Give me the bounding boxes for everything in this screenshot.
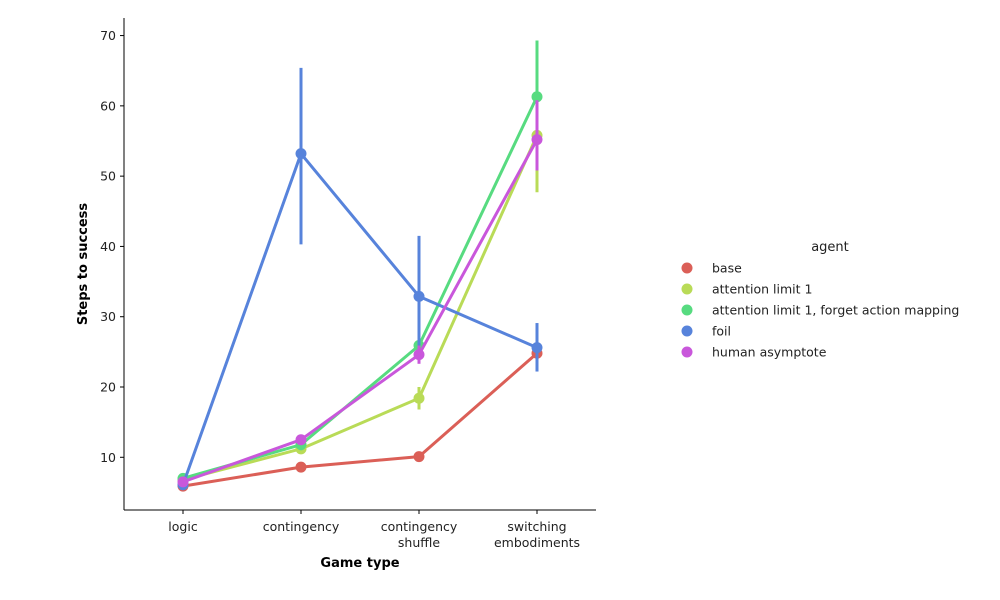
data-point <box>177 476 189 488</box>
y-tick-label: 50 <box>100 169 116 184</box>
x-tick-label: contingency <box>263 519 340 534</box>
series-base <box>177 343 543 492</box>
data-point <box>531 134 543 146</box>
legend-entry-label: attention limit 1, forget action mapping <box>712 303 959 318</box>
y-tick-label: 60 <box>100 98 116 113</box>
y-tick-label: 30 <box>100 309 116 324</box>
legend-entry-label: foil <box>712 324 731 339</box>
axes <box>123 18 596 511</box>
data-point <box>531 91 543 103</box>
series-attention-limit-1 <box>177 88 543 486</box>
data-point <box>295 148 307 160</box>
legend-entry-label: human asymptote <box>712 345 827 360</box>
chart-marks <box>177 40 543 492</box>
series-line <box>182 134 539 482</box>
legend-marker <box>681 346 693 358</box>
x-axis-label: Game type <box>320 556 399 571</box>
legend-title: agent <box>811 240 849 255</box>
y-tick-label: 10 <box>100 450 116 465</box>
y-tick-label: 20 <box>100 380 116 395</box>
legend: agent base attention limit 1 attention lim… <box>681 240 959 360</box>
legend-marker <box>681 325 693 337</box>
tick-group: 10 20 30 40 50 60 70 logic contingency contingenc… <box>100 28 580 550</box>
series-human-asymptote <box>177 100 543 488</box>
legend-marker <box>681 262 693 274</box>
legend-marker <box>681 283 693 295</box>
legend-entry-label: attention limit 1 <box>712 282 812 297</box>
data-point <box>413 349 425 361</box>
series-line <box>181 152 538 486</box>
x-tick-label: contingency shuffle <box>381 519 458 550</box>
x-tick-label: switching embodiments <box>494 519 580 550</box>
y-tick-label: 40 <box>100 239 116 254</box>
y-tick-label: 70 <box>100 28 116 43</box>
series-attention-limit-1-forget-action-mapping <box>177 40 543 484</box>
series-line <box>182 96 539 480</box>
series-foil <box>177 67 543 491</box>
x-tick-label: logic <box>168 519 198 534</box>
data-point <box>413 290 425 302</box>
y-axis-label: Steps to success <box>76 203 91 326</box>
series-line <box>182 352 538 488</box>
data-point <box>295 461 307 473</box>
data-point <box>413 451 425 463</box>
data-point <box>295 434 307 446</box>
data-point <box>531 342 543 354</box>
data-point <box>413 392 425 404</box>
legend-marker <box>681 304 693 316</box>
legend-entry-label: base <box>712 261 742 276</box>
series-line <box>182 138 539 484</box>
